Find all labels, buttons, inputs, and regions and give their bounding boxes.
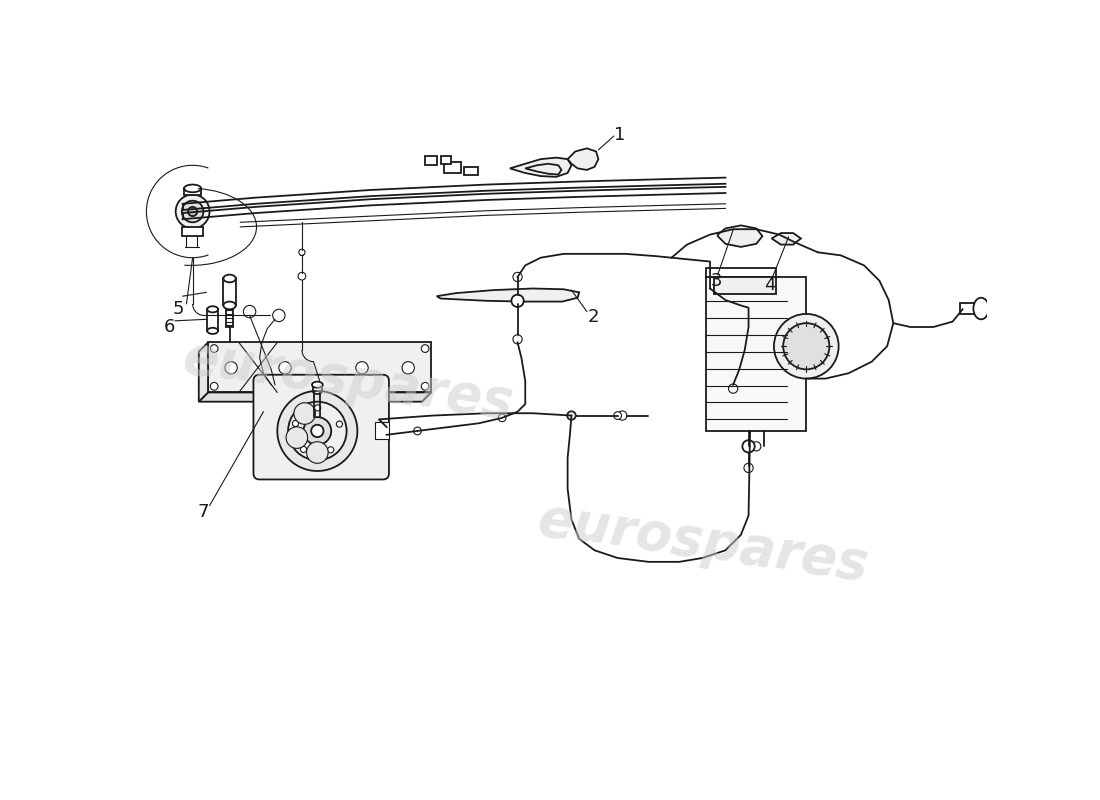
Circle shape (742, 440, 755, 453)
Polygon shape (717, 226, 762, 247)
Ellipse shape (974, 298, 989, 319)
Circle shape (513, 272, 522, 282)
FancyBboxPatch shape (253, 374, 389, 479)
Text: 1: 1 (614, 126, 625, 143)
Circle shape (614, 412, 622, 419)
Ellipse shape (223, 274, 235, 282)
Ellipse shape (207, 328, 218, 334)
Circle shape (512, 294, 524, 307)
Circle shape (300, 446, 307, 453)
Circle shape (307, 442, 328, 463)
Text: eurospares: eurospares (179, 332, 517, 430)
Circle shape (751, 442, 761, 451)
Text: 6: 6 (164, 318, 175, 336)
Bar (425, 156, 438, 166)
Ellipse shape (312, 388, 322, 394)
Circle shape (566, 411, 576, 420)
Circle shape (277, 391, 358, 471)
Circle shape (337, 421, 342, 427)
Bar (312, 385, 322, 391)
Circle shape (728, 384, 738, 394)
Circle shape (293, 421, 298, 426)
Circle shape (414, 427, 421, 435)
Circle shape (328, 446, 333, 453)
Circle shape (304, 417, 331, 445)
Bar (375, 422, 389, 438)
Polygon shape (568, 148, 598, 170)
Circle shape (278, 362, 292, 374)
Ellipse shape (223, 302, 235, 310)
Bar (464, 167, 477, 174)
Circle shape (298, 272, 306, 280)
Bar (208, 342, 431, 393)
Text: 5: 5 (173, 299, 185, 318)
Bar (207, 310, 218, 331)
Circle shape (498, 414, 506, 422)
Text: 3: 3 (711, 272, 722, 290)
Circle shape (355, 362, 368, 374)
Bar (223, 278, 235, 306)
Polygon shape (199, 342, 208, 402)
Bar (706, 277, 806, 431)
Circle shape (618, 411, 627, 420)
Ellipse shape (184, 185, 201, 192)
Polygon shape (510, 158, 572, 177)
Bar (714, 277, 775, 294)
Circle shape (421, 382, 429, 390)
Text: 7: 7 (198, 503, 209, 521)
Circle shape (774, 314, 838, 378)
Circle shape (783, 323, 829, 370)
Circle shape (286, 427, 308, 448)
Bar (444, 162, 461, 173)
Polygon shape (437, 289, 580, 302)
Text: 4: 4 (764, 277, 776, 294)
Bar (959, 303, 981, 314)
Circle shape (513, 334, 522, 344)
Ellipse shape (312, 382, 322, 388)
Circle shape (299, 250, 305, 255)
Circle shape (315, 405, 321, 411)
Bar (226, 308, 233, 327)
Bar (184, 188, 201, 194)
Text: 2: 2 (587, 308, 598, 326)
Text: eurospares: eurospares (534, 494, 871, 591)
Circle shape (288, 402, 346, 460)
Circle shape (176, 194, 209, 229)
Circle shape (311, 425, 323, 437)
Bar (706, 268, 776, 277)
Circle shape (421, 345, 429, 353)
Ellipse shape (207, 306, 218, 312)
Circle shape (182, 201, 204, 222)
Circle shape (188, 207, 197, 216)
Polygon shape (199, 393, 431, 402)
Bar (440, 156, 451, 164)
Circle shape (402, 362, 415, 374)
Circle shape (210, 345, 218, 353)
Circle shape (744, 463, 754, 473)
Circle shape (294, 402, 316, 424)
Circle shape (568, 412, 575, 419)
Polygon shape (772, 233, 801, 245)
Bar (182, 227, 204, 236)
Circle shape (226, 362, 238, 374)
Circle shape (210, 382, 218, 390)
